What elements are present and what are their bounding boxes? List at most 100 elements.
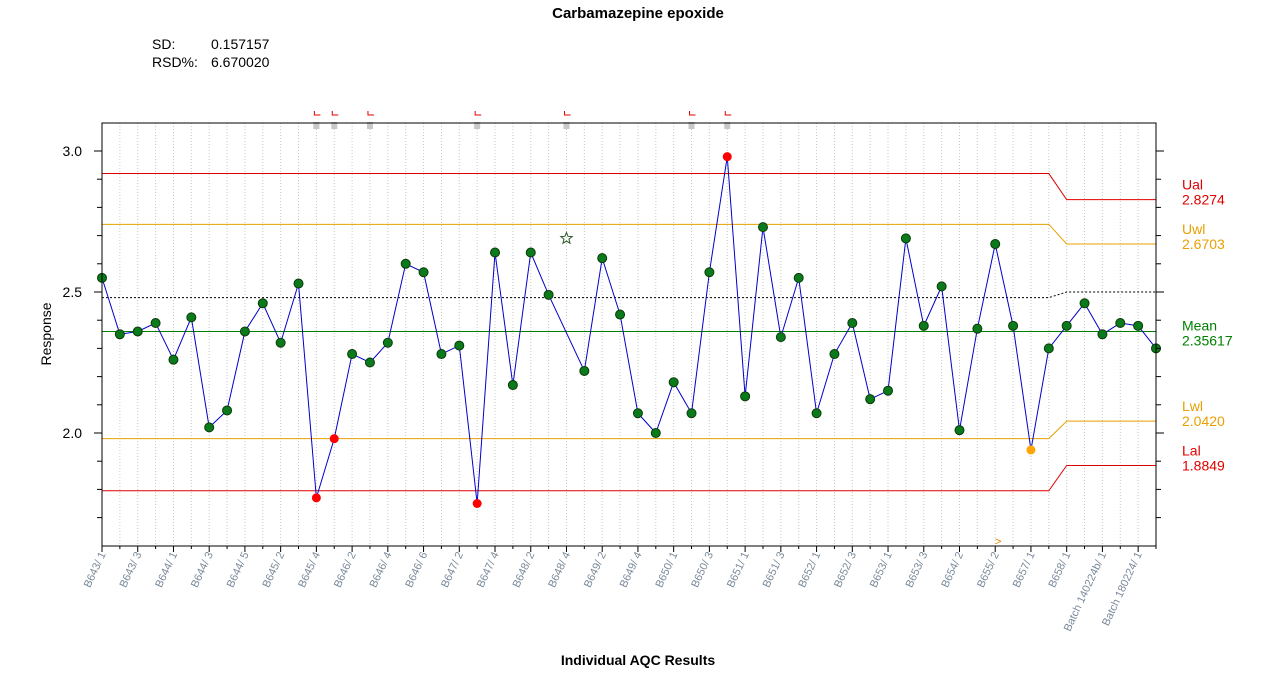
x-axis: B643/ 1 B643/ 3 B644/ 1 B644/ 3 B644/ 5 B645/…	[82, 546, 1157, 633]
data-point-green	[490, 247, 501, 258]
flag-icon	[689, 111, 696, 116]
x-tick-label: B652/ 1	[796, 550, 823, 589]
limit-label-ual: Ual	[1182, 177, 1203, 193]
plot-frame	[101, 122, 1157, 547]
flag-icon	[563, 111, 571, 116]
data-point-green	[900, 233, 911, 244]
limit-line-uwl	[102, 223, 1156, 245]
data-point-green	[275, 337, 286, 348]
limit-value-lal: 1.8849	[1182, 457, 1225, 473]
rsd-value: 6.670020	[211, 54, 270, 70]
data-point-green	[686, 408, 697, 419]
x-tick-label: B658/ 1	[1046, 550, 1073, 589]
sd-label: SD:	[152, 36, 175, 52]
data-point-green	[1043, 343, 1054, 354]
data-point-green	[597, 253, 608, 264]
flag-icon	[474, 111, 482, 116]
flag-bar	[688, 122, 695, 129]
data-point-green	[436, 349, 447, 360]
data-point-green	[615, 309, 626, 320]
data-point-green	[186, 312, 197, 323]
x-tick-label: B648/ 4	[546, 550, 573, 589]
data-point-green	[293, 278, 304, 289]
x-tick-label: B650/ 3	[689, 550, 716, 589]
data-point-green	[1079, 298, 1090, 309]
rsd-label: RSD%:	[152, 54, 198, 70]
marks-layer: >	[97, 111, 1161, 548]
flag-bar	[331, 122, 338, 129]
x-tick-label: B645/ 2	[260, 550, 287, 589]
x-tick-label: B646/ 4	[368, 550, 395, 589]
x-tick-label: B655/ 2	[975, 550, 1002, 589]
data-point-green	[1115, 318, 1126, 329]
x-tick-label: B646/ 2	[332, 550, 359, 589]
data-point-green	[740, 391, 751, 402]
limit-label-lal: Lal	[1182, 442, 1201, 458]
series-layer	[101, 156, 1157, 504]
x-tick-label: B645/ 4	[296, 550, 323, 589]
x-tick-label: B643/ 3	[118, 550, 145, 589]
data-point-green	[847, 318, 858, 329]
limit-value-ual: 2.8274	[1182, 192, 1225, 208]
data-point-green	[668, 377, 679, 388]
limit-line-lal	[102, 464, 1156, 492]
y-tick-label: 3.0	[63, 143, 83, 159]
x-tick-label: B647/ 2	[439, 550, 466, 589]
data-point-green	[257, 298, 268, 309]
limit-label-uwl: Uwl	[1182, 221, 1205, 237]
data-point-green	[954, 425, 965, 436]
flag-bar	[313, 122, 320, 129]
flag-bar	[724, 122, 731, 129]
limit-line-lwl	[102, 420, 1156, 440]
x-tick-label: B649/ 2	[582, 550, 609, 589]
y-axis: 2.0 2.5 3.0	[63, 143, 1164, 519]
data-point-green	[222, 405, 233, 416]
data-point-green	[382, 337, 393, 348]
x-tick-label: B650/ 1	[653, 550, 680, 589]
flag-bar	[563, 122, 570, 129]
data-point-green	[1133, 320, 1144, 331]
running-mean-line	[102, 291, 1156, 299]
sd-value: 0.157157	[211, 36, 270, 52]
data-point-green	[811, 408, 822, 419]
flag-icon	[331, 111, 339, 116]
flag-icon	[313, 111, 321, 116]
series-line	[101, 156, 1157, 504]
x-tick-label: B653/ 3	[904, 550, 931, 589]
x-tick-label: B651/ 1	[725, 550, 752, 589]
x-tick-label: B654/ 2	[939, 550, 966, 589]
x-tick-label: B653/ 1	[868, 550, 895, 589]
data-point-green	[793, 272, 804, 283]
x-tick-label: Batch 180224/ 1	[1100, 550, 1145, 628]
limit-label-lwl: Lwl	[1182, 398, 1203, 414]
data-point-green	[936, 281, 947, 292]
x-tick-label: B644/ 3	[189, 550, 216, 589]
limit-line-ual	[102, 173, 1156, 201]
x-tick-label: B646/ 6	[403, 550, 430, 589]
x-tick-label: B649/ 4	[618, 550, 645, 589]
x-tick-label: B648/ 2	[511, 550, 538, 589]
flag-bar	[366, 122, 373, 129]
flag-bar	[474, 122, 481, 129]
data-point-green	[1061, 320, 1072, 331]
x-axis-label: Individual AQC Results	[561, 652, 715, 668]
limit-label-mean: Mean	[1182, 317, 1217, 333]
data-point-green	[775, 332, 786, 343]
data-point-green	[972, 323, 983, 334]
flag-icon	[367, 111, 374, 116]
excluded-point-star	[559, 231, 574, 245]
data-point-orange	[1026, 445, 1036, 455]
data-point-green	[704, 267, 715, 278]
data-point-green	[918, 320, 929, 331]
data-point-green	[1008, 320, 1019, 331]
limits-layer	[102, 173, 1156, 492]
data-point-green	[114, 329, 125, 340]
data-point-red	[329, 434, 339, 444]
data-point-green	[632, 408, 643, 419]
x-tick-label: B651/ 3	[761, 550, 788, 589]
limit-value-lwl: 2.0420	[1182, 413, 1225, 429]
data-point-red	[311, 493, 321, 503]
data-point-green	[757, 222, 768, 233]
x-tick-label: B647/ 4	[475, 550, 502, 589]
x-tick-label: B657/ 1	[1011, 550, 1038, 589]
